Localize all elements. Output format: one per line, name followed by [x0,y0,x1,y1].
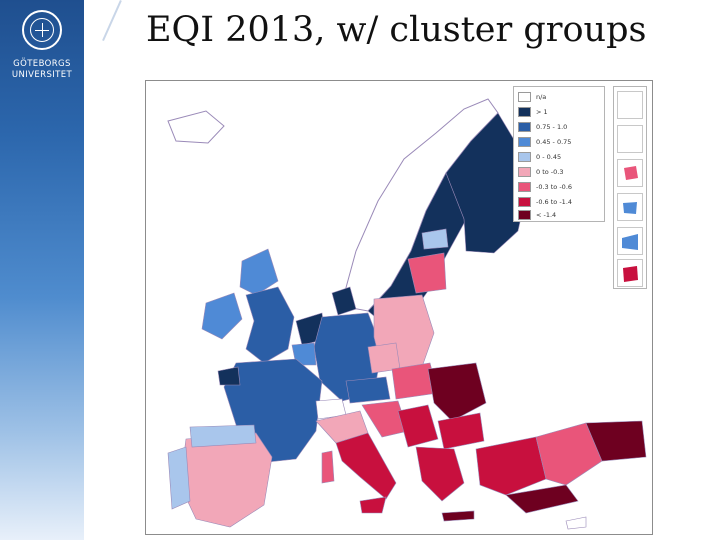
legend-swatch [518,197,531,207]
europe-choropleth-map: n/a > 1 0.75 - 1.0 0.45 - 0.75 0 - 0.45 … [145,80,653,535]
legend-label: 0 - 0.45 [536,153,562,161]
legend-item: n/a [518,91,604,104]
inset-map [617,193,643,221]
region-spain-north [189,424,257,448]
slide-title: EQI 2013, w/ cluster groups [146,10,647,50]
inset-map [617,227,643,255]
map-canvas [167,98,647,530]
legend-swatch [518,210,531,220]
region-cyprus [565,516,587,530]
region-denmark [331,286,357,316]
legend-item: 0.45 - 0.75 [518,136,604,149]
legend-item: 0.75 - 1.0 [518,121,604,134]
legend-swatch [518,107,531,117]
region-turkey-west [475,436,547,496]
legend-swatch [518,122,531,132]
university-seal-icon [22,10,62,50]
legend-item: -0.6 to -1.4 [518,196,604,209]
legend-swatch [518,137,531,147]
region-turkey-east [585,420,647,462]
region-crete [441,510,475,522]
legend-swatch [518,92,531,102]
region-turkey-south [505,484,579,514]
region-romania [427,362,487,422]
map-legend: n/a > 1 0.75 - 1.0 0.45 - 0.75 0 - 0.45 … [513,86,605,222]
region-estonia [421,228,449,250]
inset-map [617,91,643,119]
legend-swatch [518,167,531,177]
region-latvia-lithuania [407,252,447,294]
legend-label: > 1 [536,108,548,116]
university-name-line1: GÖTEBORGS [13,59,71,69]
legend-label: 0.45 - 0.75 [536,138,572,146]
legend-item: > 1 [518,106,604,119]
region-uk-england [245,286,295,364]
legend-item: < -1.4 [518,209,604,222]
region-brittany [217,366,241,386]
region-greece [415,446,465,502]
region-sardinia [321,450,335,484]
inset-map [617,159,643,187]
inset-map [617,125,643,153]
region-belgium-lux [291,342,317,366]
inset-map [617,259,643,287]
map-insets-panel [613,86,647,289]
region-austria [345,376,391,404]
legend-swatch [518,152,531,162]
legend-label: -0.6 to -1.4 [536,198,573,206]
region-uk-scotland [239,248,279,296]
region-sicily [359,496,387,514]
region-portugal [167,446,191,510]
legend-swatch [518,182,531,192]
university-sidebar: GÖTEBORGS UNIVERSITET [0,0,84,540]
region-bulgaria [437,412,485,450]
legend-item: 0 to -0.3 [518,166,604,179]
region-iceland [167,110,225,144]
legend-item: -0.3 to -0.6 [518,181,604,194]
legend-item: 0 - 0.45 [518,151,604,164]
legend-label: 0 to -0.3 [536,168,564,176]
region-serbia-bosnia [397,404,439,448]
legend-label: < -1.4 [536,211,557,219]
legend-label: -0.3 to -0.6 [536,183,573,191]
region-ireland [201,292,243,340]
region-turkey-central [535,422,603,486]
decorative-divider [102,0,122,42]
legend-label: n/a [536,93,547,101]
legend-label: 0.75 - 1.0 [536,123,568,131]
region-italy-south [335,432,397,500]
university-name-line2: UNIVERSITET [11,70,73,80]
